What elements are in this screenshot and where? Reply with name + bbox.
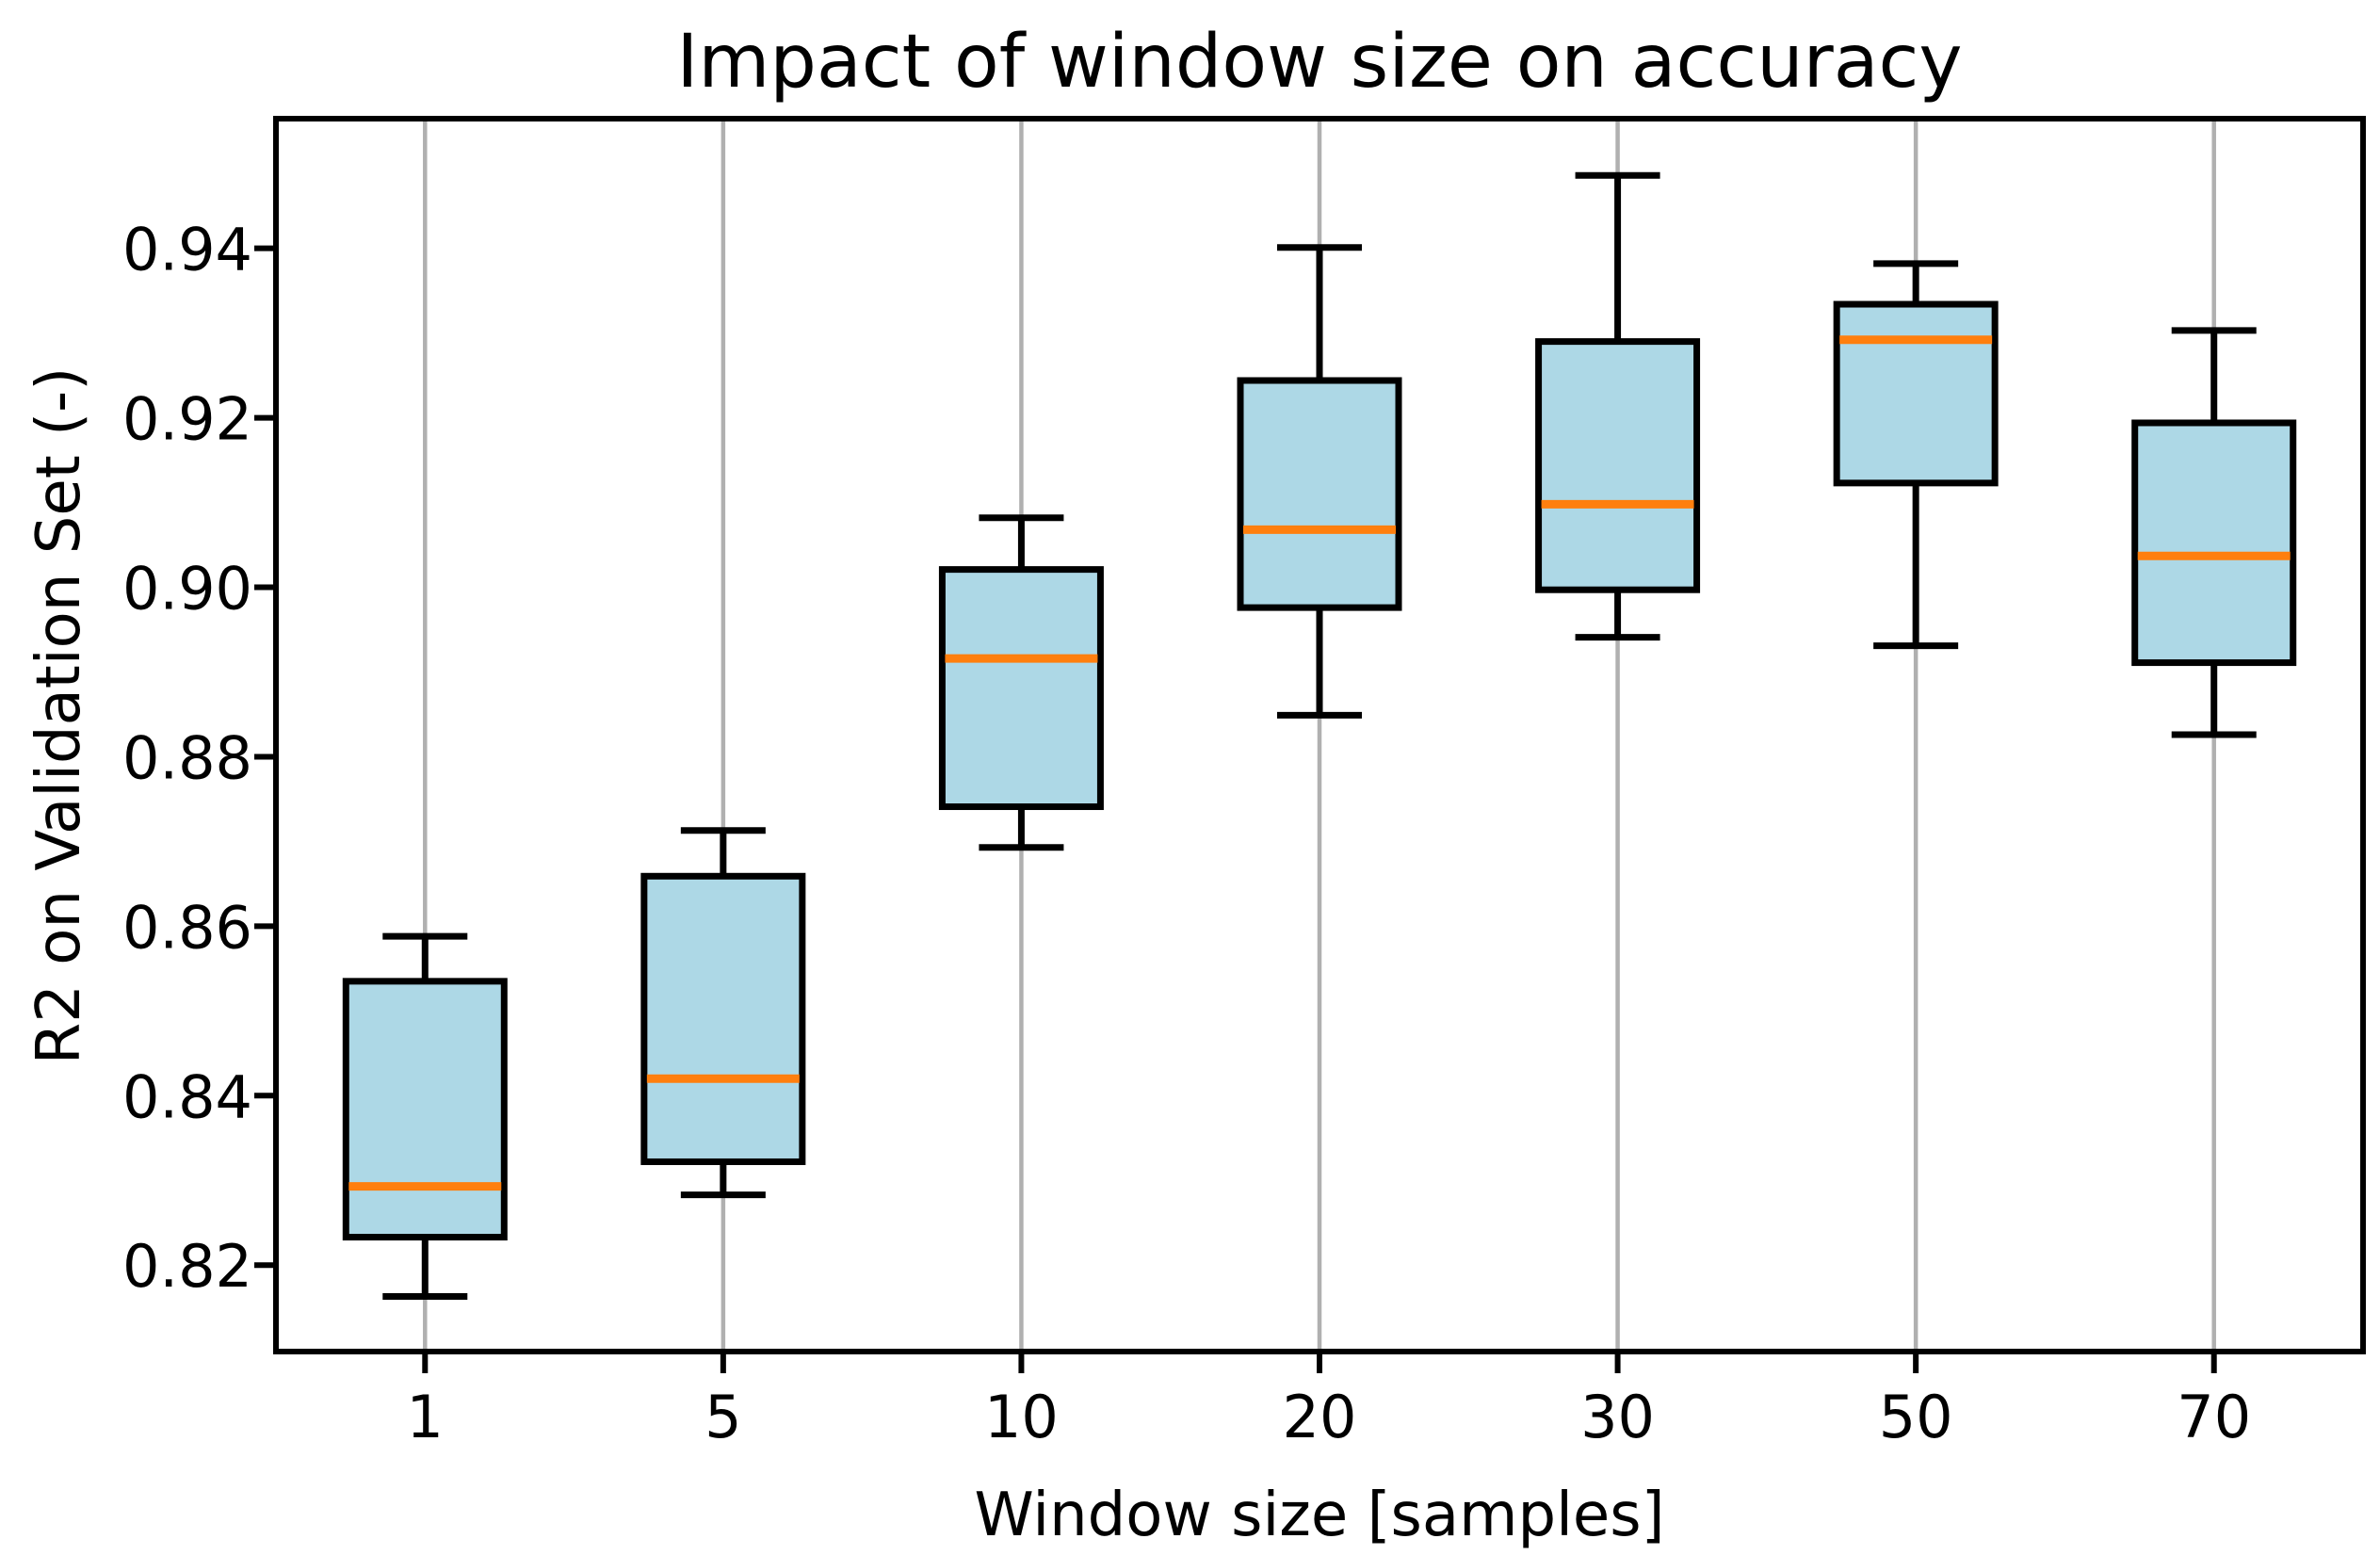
box-rect bbox=[1833, 300, 1999, 487]
box-group-30 bbox=[1535, 171, 1701, 641]
y-axis-label: R2 on Validation Set (-) bbox=[24, 367, 94, 1064]
y-tick-label: 0.94 bbox=[122, 216, 252, 284]
x-tick-label: 10 bbox=[984, 1383, 1059, 1451]
y-tick-label: 0.84 bbox=[122, 1062, 252, 1131]
y-tick-label: 0.88 bbox=[122, 723, 252, 792]
x-tick-label: 5 bbox=[704, 1383, 741, 1451]
chart-title: Impact of window size on accuracy bbox=[676, 20, 1962, 105]
x-tick-label: 1 bbox=[407, 1383, 444, 1451]
x-axis-label: Window size [samples] bbox=[974, 1481, 1664, 1550]
box-group-70 bbox=[2131, 327, 2297, 738]
x-tick-label: 30 bbox=[1580, 1383, 1655, 1451]
box-group-10 bbox=[938, 514, 1104, 851]
y-tick-label: 0.90 bbox=[122, 555, 252, 624]
y-tick-label: 0.92 bbox=[122, 385, 252, 454]
x-tick-label: 50 bbox=[1879, 1383, 1953, 1451]
box-rect bbox=[342, 978, 508, 1241]
y-tick-label: 0.82 bbox=[122, 1232, 252, 1301]
box-rect bbox=[2131, 419, 2297, 667]
y-tick-label: 0.86 bbox=[122, 893, 252, 962]
box-rect bbox=[1535, 338, 1701, 593]
box-rect bbox=[1237, 377, 1402, 611]
x-tick-label: 70 bbox=[2177, 1383, 2251, 1451]
box-group-20 bbox=[1237, 244, 1402, 719]
box-group-50 bbox=[1833, 260, 1999, 650]
box-rect bbox=[938, 566, 1104, 811]
box-rect bbox=[640, 872, 806, 1165]
plot-frame bbox=[273, 116, 2366, 1354]
box-group-5 bbox=[640, 827, 806, 1199]
x-tick-label: 20 bbox=[1283, 1383, 1357, 1451]
box-group-1 bbox=[342, 932, 508, 1301]
